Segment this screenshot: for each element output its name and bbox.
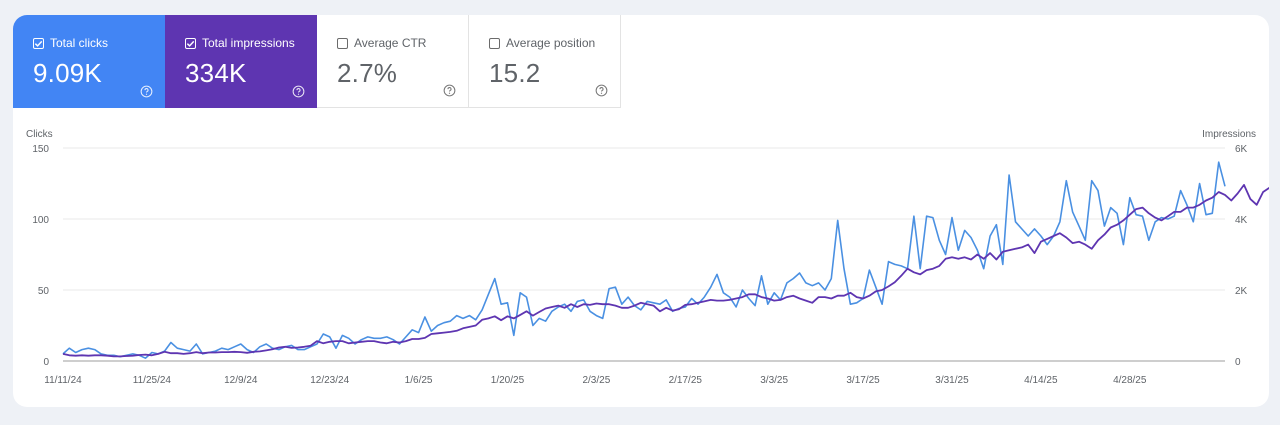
metric-value: 334K bbox=[185, 58, 247, 88]
x-axis-tick-label: 3/17/25 bbox=[846, 375, 880, 386]
left-axis-title: Clicks bbox=[26, 129, 53, 140]
performance-card: Total clicks 9.09K Total impressions 334… bbox=[13, 15, 1269, 407]
x-axis-tick-label: 12/9/24 bbox=[224, 375, 258, 386]
x-axis-tick-label: 11/11/24 bbox=[44, 375, 82, 386]
help-icon[interactable] bbox=[595, 84, 608, 97]
x-axis-tick-label: 3/31/25 bbox=[935, 375, 969, 386]
metric-total-impressions[interactable]: Total impressions 334K bbox=[165, 15, 317, 108]
right-axis-tick-label: 2K bbox=[1235, 286, 1248, 297]
x-axis-tick-label: 4/14/25 bbox=[1024, 375, 1058, 386]
impressions-series-line bbox=[62, 183, 1269, 358]
checkbox-checked-icon[interactable] bbox=[185, 37, 196, 49]
x-axis-tick-label: 3/3/25 bbox=[760, 375, 788, 386]
x-axis-tick-label: 1/20/25 bbox=[491, 375, 525, 386]
metric-label: Total impressions bbox=[202, 36, 295, 50]
metric-value: 15.2 bbox=[489, 58, 541, 88]
left-axis-tick-label: 100 bbox=[32, 215, 49, 226]
help-icon[interactable] bbox=[292, 85, 305, 98]
x-axis-tick-label: 2/17/25 bbox=[669, 375, 703, 386]
left-axis-tick-label: 150 bbox=[32, 144, 49, 155]
x-axis-tick-label: 12/23/24 bbox=[310, 375, 349, 386]
checkbox-unchecked-icon[interactable] bbox=[337, 37, 348, 49]
metric-value: 9.09K bbox=[33, 58, 102, 88]
metric-average-position[interactable]: Average position 15.2 bbox=[469, 15, 621, 108]
x-axis-tick-label: 1/6/25 bbox=[405, 375, 433, 386]
metric-label: Average position bbox=[506, 36, 596, 50]
metric-value: 2.7% bbox=[337, 58, 398, 88]
help-icon[interactable] bbox=[443, 84, 456, 97]
right-axis-tick-label: 4K bbox=[1235, 215, 1248, 226]
right-axis-tick-label: 6K bbox=[1235, 144, 1248, 155]
x-axis-tick-label: 11/25/24 bbox=[133, 375, 172, 386]
x-axis-tick-label: 4/28/25 bbox=[1113, 375, 1147, 386]
help-icon[interactable] bbox=[140, 85, 153, 98]
metric-tabs: Total clicks 9.09K Total impressions 334… bbox=[13, 15, 621, 108]
performance-chart[interactable]: Clicks Impressions 0 0 50 2K 100 4K 150 6K 11/11… bbox=[13, 15, 1269, 407]
left-axis-tick-label: 50 bbox=[38, 286, 50, 297]
x-axis-tick-label: 2/3/25 bbox=[582, 375, 610, 386]
metric-total-clicks[interactable]: Total clicks 9.09K bbox=[13, 15, 165, 108]
right-axis-tick-label: 0 bbox=[1235, 357, 1241, 368]
right-axis-title: Impressions bbox=[1202, 129, 1256, 140]
metric-average-ctr[interactable]: Average CTR 2.7% bbox=[317, 15, 469, 108]
metric-label: Average CTR bbox=[354, 36, 427, 50]
checkbox-checked-icon[interactable] bbox=[33, 37, 44, 49]
left-axis-tick-label: 0 bbox=[43, 357, 49, 368]
checkbox-unchecked-icon[interactable] bbox=[489, 37, 500, 49]
metric-label: Total clicks bbox=[50, 36, 109, 50]
clicks-series-line bbox=[62, 161, 1226, 360]
